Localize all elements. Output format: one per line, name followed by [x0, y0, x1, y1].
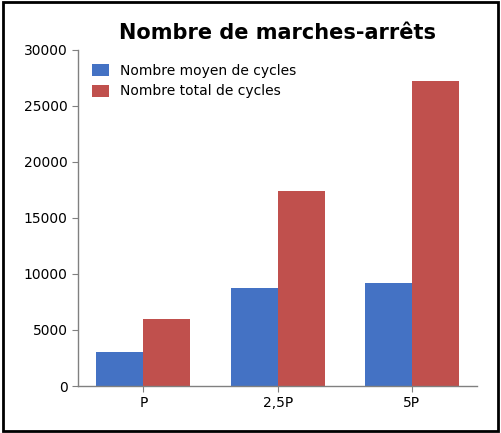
Legend: Nombre moyen de cycles, Nombre total de cycles: Nombre moyen de cycles, Nombre total de …: [85, 57, 303, 106]
Bar: [365, 283, 412, 386]
Bar: [143, 319, 190, 386]
Bar: [278, 191, 325, 386]
Bar: [230, 288, 278, 386]
Bar: [412, 81, 459, 386]
Title: Nombre de marches-arrêts: Nombre de marches-arrêts: [119, 23, 436, 42]
Bar: [96, 352, 143, 386]
